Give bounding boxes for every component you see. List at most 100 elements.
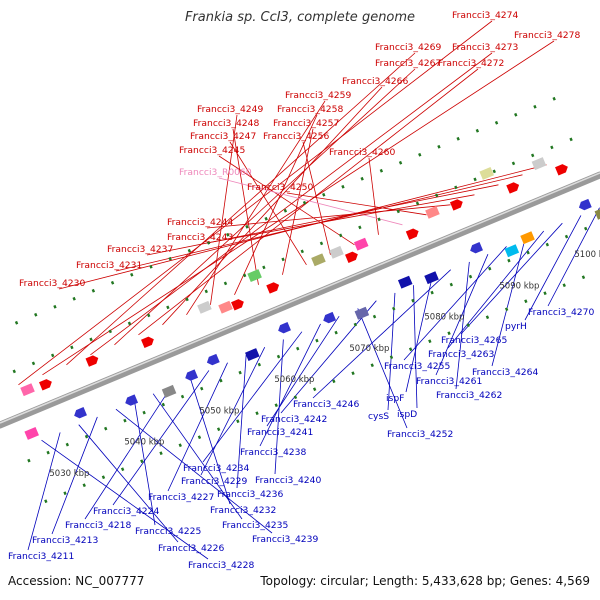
scale-tick <box>178 443 182 448</box>
scale-tick <box>110 280 115 285</box>
scale-tick <box>82 483 86 488</box>
gene-label-upper: Francci3_4278 <box>514 30 580 41</box>
scale-tick <box>226 232 230 237</box>
scale-tick <box>475 128 480 133</box>
accession-value: NC_007777 <box>75 574 145 588</box>
backbone-highlight <box>0 172 600 424</box>
scale-tick <box>415 201 420 206</box>
leader-line <box>206 204 451 229</box>
leader-line <box>403 246 507 361</box>
gene-label-lower: Francci3_4235 <box>222 520 288 531</box>
gene-label-upper: Francci3_4243 <box>167 232 233 243</box>
gene-label-lower: Francci3_4229 <box>181 476 247 487</box>
leader-line <box>152 393 243 520</box>
leader-line <box>280 300 377 414</box>
scale-tick <box>245 224 249 229</box>
scale-tick <box>283 208 288 213</box>
gene-label-upper: Francci3_4269 <box>375 42 441 53</box>
gene-label-lower: Francci3_4218 <box>65 520 131 531</box>
leader-line <box>387 292 396 411</box>
gene-label-lower: Francci3_4240 <box>255 475 321 486</box>
scale-tick <box>524 299 528 304</box>
gene-label-lower: pyrH <box>505 321 527 332</box>
scale-tick <box>12 369 16 374</box>
scale-tick <box>408 347 413 352</box>
backbone-line <box>0 171 600 429</box>
leader-line <box>413 285 418 409</box>
leader-line <box>41 439 209 560</box>
scale-tick <box>584 226 588 231</box>
scale-tick <box>351 371 355 376</box>
gene-labels: Francci3_4274 Francci3_4278 Francci3_4269 F… <box>8 10 594 571</box>
gene-reverse-glyph <box>125 394 139 406</box>
gene-label-upper: Francci3_4247 <box>190 131 256 142</box>
scale-tick <box>159 451 163 456</box>
leader-line <box>460 222 563 335</box>
scale-tick <box>242 273 247 278</box>
scale-tick <box>494 120 499 125</box>
leader-line <box>51 416 98 535</box>
scale-tick <box>315 338 319 343</box>
scale-tick <box>46 450 50 455</box>
scale-tick <box>142 410 146 415</box>
scale-tick <box>437 144 441 149</box>
gene-forward-glyph <box>345 251 358 263</box>
scale-tick <box>204 289 208 294</box>
gene-label-lower: Francci3_4225 <box>135 526 201 537</box>
leader-line <box>138 68 479 336</box>
gene-label-lower: ispD <box>397 409 417 420</box>
gene-forward-glyph <box>425 205 440 219</box>
scale-tick <box>353 322 358 327</box>
scale-tick <box>504 307 509 312</box>
gene-label-upper: Francci3_4260 <box>329 147 395 158</box>
scale-tick <box>238 370 242 375</box>
gene-label-lower: Francci3_4241 <box>247 427 313 438</box>
scale-tick <box>262 265 266 270</box>
scale-tick <box>104 426 108 431</box>
length-value: 5,433,628 bp <box>421 574 502 588</box>
leader-line <box>146 184 499 256</box>
gene-forward-glyph <box>405 228 419 240</box>
gene-label-upper: Francci3_R0060 <box>179 167 252 178</box>
leader-line <box>368 157 379 235</box>
scale-tick <box>84 434 89 439</box>
scale-tick <box>31 361 36 366</box>
gene-label-lower: Francci3_4246 <box>293 399 359 410</box>
scale-tick <box>149 264 153 269</box>
leader-line <box>302 141 331 255</box>
gene-label-lower: Francci3_4228 <box>188 560 254 571</box>
scale-tick <box>319 241 324 246</box>
scale-tick <box>552 96 556 101</box>
scale-tick <box>449 282 454 287</box>
gene-reverse-glyph <box>74 407 87 419</box>
scale-tick <box>127 321 132 326</box>
leader-line <box>259 323 321 447</box>
gene-label-lower: Francci3_4270 <box>528 307 594 318</box>
kbp-label: 5070 kbp <box>349 344 389 354</box>
gene-reverse-glyph <box>504 244 520 258</box>
genome-stats: Topology: circular; Length: 5,433,628 bp… <box>260 574 590 588</box>
scale-tick <box>396 209 400 214</box>
leader-line <box>491 238 526 367</box>
scale-tick <box>296 346 300 351</box>
scale-tick <box>264 216 268 221</box>
leader-line <box>447 230 545 349</box>
leader-line <box>210 114 238 305</box>
scale-tick <box>166 305 170 310</box>
scale-tick <box>418 152 422 157</box>
leader-lines <box>18 20 600 560</box>
gene-label-upper: Francci3_4256 <box>263 131 329 142</box>
kbp-label: 5090 kbp <box>499 281 539 291</box>
leader-line <box>58 164 547 290</box>
scale-tick <box>389 355 394 360</box>
scale-tick <box>581 275 586 280</box>
kbp-label: 5050 kbp <box>199 406 239 416</box>
scale-tick <box>197 435 202 440</box>
gene-label-lower: Francci3_4227 <box>148 492 214 503</box>
scale-tick <box>276 354 281 359</box>
gene-forward-glyph <box>329 245 344 259</box>
leader-line <box>114 68 416 346</box>
scale-tick <box>526 250 530 255</box>
gene-forward-glyph <box>531 157 547 171</box>
gene-label-lower: Francci3_4242 <box>261 414 327 425</box>
